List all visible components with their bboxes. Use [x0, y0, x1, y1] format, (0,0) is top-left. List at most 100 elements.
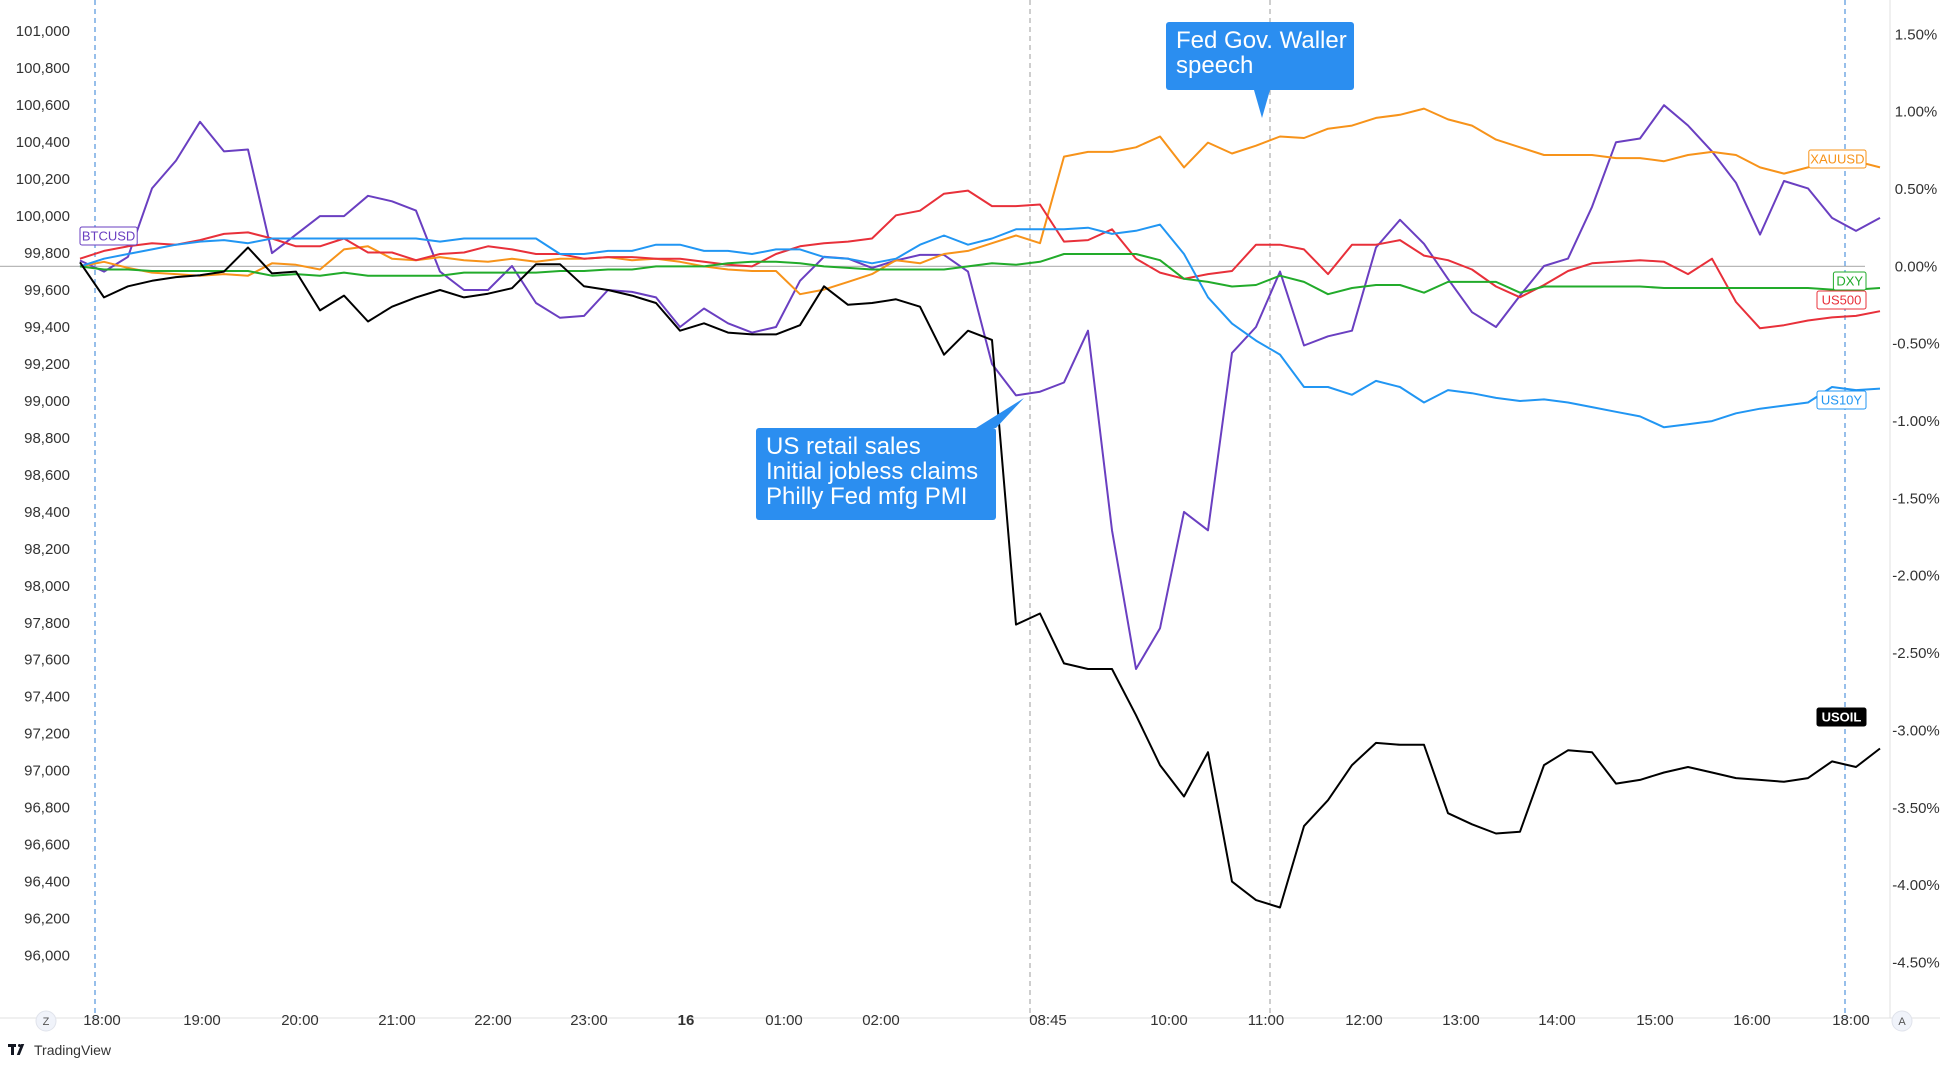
left-axis-tick: 100,400: [16, 134, 70, 151]
series-line-usoil: [79, 246, 1881, 909]
left-axis-tick: 100,800: [16, 60, 70, 77]
series-tag-label: BTCUSD: [82, 229, 135, 244]
callout-pointer: [1254, 90, 1270, 118]
series-tag-label: XAUUSD: [1810, 152, 1864, 167]
left-axis-tick: 98,800: [24, 430, 70, 447]
series-line-us500: [79, 189, 1881, 330]
time-axis-tick: 02:00: [862, 1012, 900, 1029]
left-price-axis: 101,000 100,800 100,600 100,400 100,200 100,0…: [16, 23, 70, 964]
series-tag-label: US10Y: [1821, 393, 1863, 408]
series-tag-btcusd: BTCUSD: [79, 226, 138, 246]
series-line-dxy: [79, 253, 1881, 296]
corner-button-circle: [1891, 1010, 1913, 1032]
left-axis-tick: 98,600: [24, 467, 70, 484]
series-tag-label: US500: [1822, 293, 1862, 308]
left-axis-tick: 98,400: [24, 504, 70, 521]
callout-line: Fed Gov. Waller: [1176, 27, 1347, 54]
left-axis-tick: 99,400: [24, 319, 70, 336]
left-axis-tick: 96,000: [24, 948, 70, 965]
left-axis-tick: 101,000: [16, 23, 70, 40]
time-axis-tick: 16:00: [1733, 1012, 1771, 1029]
left-axis-tick: 98,200: [24, 541, 70, 558]
chart-canvas: 101,000 100,800 100,600 100,400 100,200 100,0…: [0, 0, 1940, 1032]
left-axis-tick: 99,200: [24, 356, 70, 373]
time-axis-tick: 21:00: [378, 1012, 416, 1029]
series-tag-box: [79, 226, 138, 246]
series-tag-label: DXY: [1836, 274, 1863, 289]
left-axis-tick: 99,800: [24, 245, 70, 262]
left-axis-tick: 100,600: [16, 97, 70, 114]
series-tag-usoil: USOIL: [1816, 707, 1867, 727]
series-tag-box: [1816, 707, 1867, 727]
left-axis-tick: 98,000: [24, 578, 70, 595]
series-tag-xauusd: XAUUSD: [1808, 149, 1867, 169]
corner-button-left[interactable]: Z: [35, 1010, 57, 1032]
series-tag-us10y: US10Y: [1816, 390, 1867, 410]
callout-line: Philly Fed mfg PMI: [766, 483, 967, 510]
guide-lines: [0, 0, 1940, 1019]
right-axis-tick: -4.50%: [1892, 954, 1940, 971]
left-axis-tick: 100,200: [16, 171, 70, 188]
callout-line: US retail sales: [766, 433, 921, 460]
right-axis-tick: -2.50%: [1892, 645, 1940, 662]
time-axis-tick: 11:00: [1248, 1012, 1284, 1029]
corner-button-circle: [35, 1010, 57, 1032]
time-axis-tick: 20:00: [281, 1012, 319, 1029]
time-axis-tick: 19:00: [183, 1012, 221, 1029]
corner-button-label: Z: [43, 1016, 50, 1028]
callout-line: speech: [1176, 52, 1253, 79]
callout-line: Initial jobless claims: [766, 458, 978, 485]
time-axis-tick: 13:00: [1442, 1012, 1480, 1029]
left-axis-tick: 96,800: [24, 800, 70, 817]
left-axis-tick: 100,000: [16, 208, 70, 225]
right-axis-tick: -0.50%: [1892, 336, 1940, 353]
right-axis-tick: -2.00%: [1892, 568, 1940, 585]
series-line-us10y: [79, 223, 1881, 429]
series-tag-box: [1816, 290, 1867, 310]
series-tag-label: USOIL: [1822, 710, 1862, 725]
left-axis-tick: 97,600: [24, 652, 70, 669]
corner-button-right[interactable]: A: [1891, 1010, 1913, 1032]
time-axis-tick: 10:00: [1150, 1012, 1188, 1029]
time-axis-tick: 14:00: [1538, 1012, 1576, 1029]
tradingview-logo-icon: [8, 1044, 28, 1056]
time-axis-tick: 23:00: [570, 1012, 608, 1029]
right-axis-tick: 0.00%: [1895, 258, 1938, 275]
left-axis-tick: 97,800: [24, 615, 70, 632]
right-percent-axis: 1.50% 1.00% 0.50% 0.00% -0.50% -1.00% -1.50% -2…: [1892, 26, 1940, 971]
left-axis-tick: 97,000: [24, 763, 70, 780]
right-axis-tick: 1.50%: [1895, 26, 1938, 43]
left-axis-tick: 96,600: [24, 837, 70, 854]
series-tag-box: [1808, 149, 1867, 169]
right-axis-tick: -3.50%: [1892, 800, 1940, 817]
series-line-btcusd: [79, 104, 1881, 670]
corner-button-label: A: [1898, 1016, 1906, 1028]
left-axis-tick: 96,400: [24, 874, 70, 891]
time-axis-tick: 16: [678, 1012, 695, 1029]
right-axis-tick: -4.00%: [1892, 877, 1940, 894]
series-tag-box: [1832, 271, 1867, 291]
footer-branding: TradingView: [8, 1042, 111, 1058]
time-axis-tick: 12:00: [1345, 1012, 1383, 1029]
callout-box: [756, 428, 996, 520]
right-axis-tick: 0.50%: [1895, 181, 1938, 198]
time-axis-tick: 08:45: [1029, 1012, 1067, 1029]
series-tags: BTCUSD XAUUSD US500 US10Y DXY USOIL: [79, 149, 1867, 727]
time-axis-tick: 22:00: [474, 1012, 512, 1029]
series-tag-us500: US500: [1816, 290, 1867, 310]
time-axis-tick: 18:00: [1832, 1012, 1870, 1029]
series-tag-dxy: DXY: [1832, 271, 1867, 291]
right-axis-tick: -1.50%: [1892, 490, 1940, 507]
left-axis-tick: 99,000: [24, 393, 70, 410]
series-lines: [79, 104, 1881, 909]
brand-label: TradingView: [34, 1042, 112, 1058]
time-axis-tick: 01:00: [765, 1012, 803, 1029]
right-axis-tick: -1.00%: [1892, 413, 1940, 430]
right-axis-tick: -3.00%: [1892, 722, 1940, 739]
callout-pointer: [976, 398, 1024, 428]
left-axis-tick: 97,200: [24, 726, 70, 743]
